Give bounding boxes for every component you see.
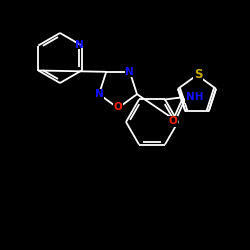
Text: O: O <box>168 116 177 126</box>
Text: N: N <box>94 89 103 99</box>
Text: O: O <box>114 102 122 112</box>
Text: S: S <box>194 68 202 82</box>
Text: NH: NH <box>186 92 204 102</box>
Text: N: N <box>75 40 84 50</box>
Text: N: N <box>126 67 134 77</box>
